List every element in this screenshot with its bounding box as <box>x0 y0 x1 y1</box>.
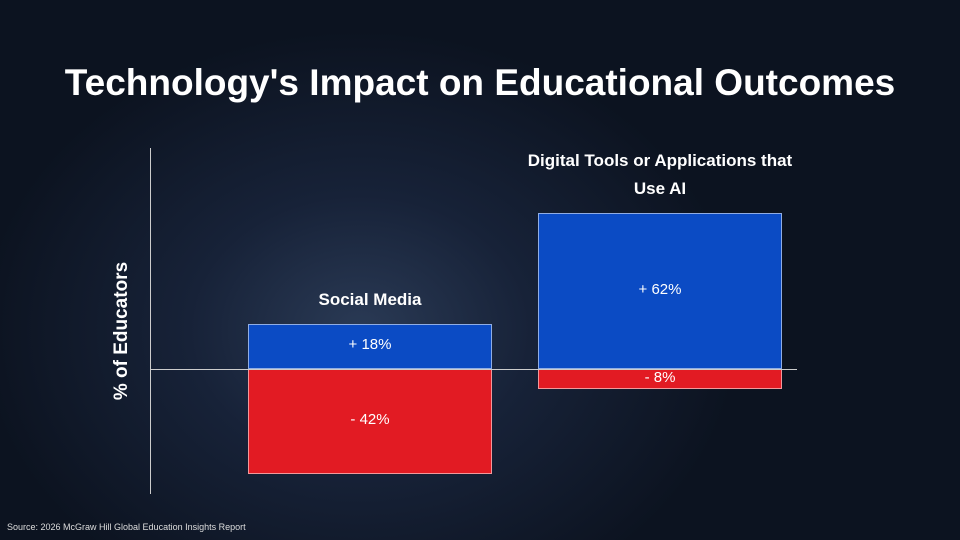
value-label: - 42% <box>350 411 390 429</box>
bar <box>248 323 492 369</box>
chart-title: Technology's Impact on Educational Outco… <box>64 62 896 103</box>
value-label: - 8% <box>644 368 676 386</box>
category-label: Digital Tools or Applications that Use A… <box>527 151 793 199</box>
value-label: + 62% <box>638 280 682 298</box>
y-axis-label: % of Educators <box>111 261 132 401</box>
source: Source: 2026 McGraw Hill Global Educatio… <box>7 522 246 532</box>
category-label: Social Media <box>318 289 422 309</box>
zero-line <box>150 368 797 370</box>
bar <box>248 368 492 474</box>
bar <box>538 213 782 369</box>
y-axis <box>150 148 151 494</box>
value-label: + 18% <box>348 336 392 354</box>
